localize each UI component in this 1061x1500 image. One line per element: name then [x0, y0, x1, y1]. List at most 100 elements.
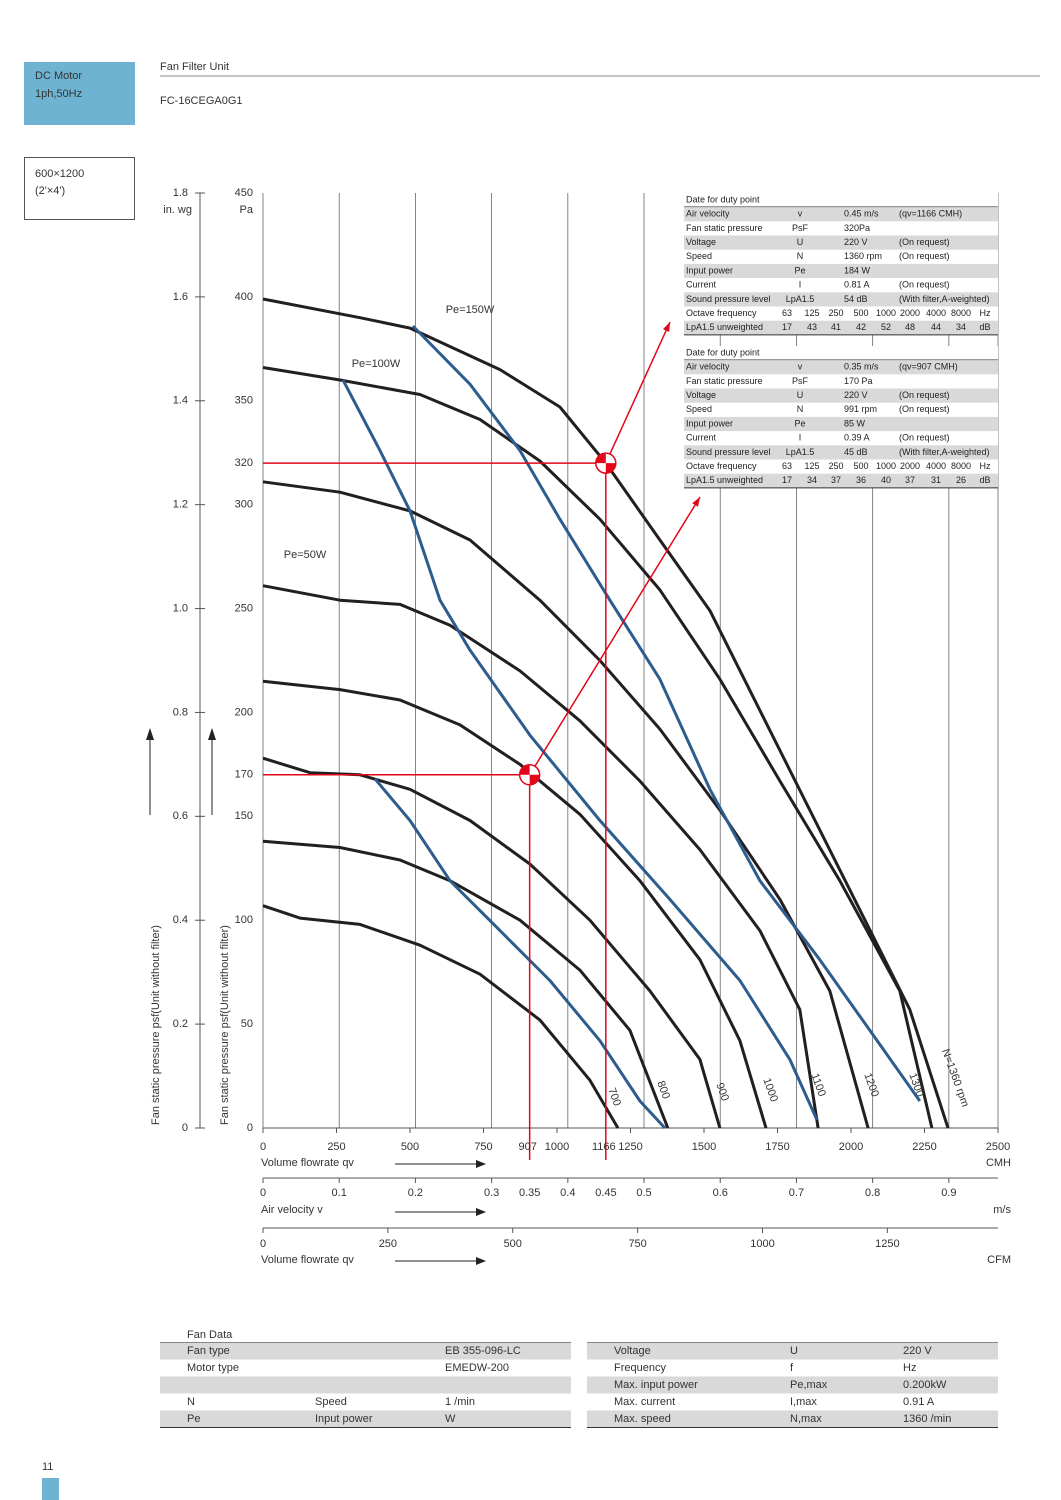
table-cell: 17	[782, 322, 792, 332]
table-cell: Sound pressure level	[686, 294, 771, 304]
table-cell: U	[797, 237, 804, 247]
table-cell: 1360 rpm	[844, 251, 882, 261]
table-cell: Current	[686, 280, 717, 290]
x-tick-label: 2250	[912, 1141, 936, 1153]
table-cell: Speed	[686, 251, 712, 261]
arrow-head	[692, 497, 700, 507]
curve-label: Pe=50W	[284, 549, 327, 561]
x2-tick-label: 0.4	[560, 1187, 575, 1199]
table-cell: (On request)	[899, 390, 950, 400]
x3-tick-label: 0	[260, 1238, 266, 1250]
curve-label: Pe=150W	[446, 304, 495, 316]
x3-tick-label: 500	[504, 1238, 522, 1250]
arrow-head	[476, 1257, 486, 1265]
table-cell: 250	[828, 308, 843, 318]
y-tick-label: 0	[247, 1122, 253, 1134]
arrow-head	[146, 728, 154, 740]
table-row-bg	[684, 207, 998, 222]
table-cell: 85 W	[844, 418, 866, 428]
table-cell: 31	[931, 475, 941, 485]
x-tick-label: 1250	[618, 1141, 642, 1153]
table-cell: 1000	[876, 461, 896, 471]
table-cell: 320Pa	[844, 223, 870, 233]
curve	[262, 904, 620, 1129]
duty-x-label: 907	[518, 1141, 536, 1153]
y-tick-label: 50	[241, 1018, 253, 1030]
duty-point-quarter	[595, 453, 606, 464]
duty-arrow	[529, 496, 701, 776]
duty-velocity-label: 0.45	[595, 1187, 616, 1199]
table-cell: Pe	[794, 265, 805, 275]
fan-data-cell: Fan type	[187, 1345, 230, 1357]
curve-label: 900	[713, 1081, 731, 1102]
curve	[411, 324, 922, 1102]
table-cell: LpA1.5	[786, 447, 815, 457]
fan-data-cell: f	[790, 1362, 794, 1374]
fan-data-cell: N,max	[790, 1413, 822, 1425]
y2-tick-label: 0.8	[173, 706, 188, 718]
table-cell: 45 dB	[844, 447, 868, 457]
curve-label: 800	[654, 1079, 672, 1100]
fan-data-cell: Speed	[315, 1396, 347, 1408]
y2-tick-label: 0.2	[173, 1018, 188, 1030]
table-cell: 37	[831, 475, 841, 485]
table-cell: 40	[881, 475, 891, 485]
table-cell: 184 W	[844, 265, 871, 275]
y2-tick-label: 1.6	[173, 291, 188, 303]
fan-data-cell: Pe,max	[790, 1379, 828, 1391]
table-row-bg	[684, 320, 998, 335]
x3-tick-label: 1250	[875, 1238, 899, 1250]
table-cell: 125	[804, 308, 819, 318]
table-cell: (On request)	[899, 237, 950, 247]
table-row-bg	[160, 1376, 571, 1394]
page-number: 11	[42, 1461, 53, 1473]
table-cell: v	[798, 209, 803, 219]
table-title: Date for duty point	[686, 194, 760, 204]
table-cell: Voltage	[686, 237, 716, 247]
x3-unit: CFM	[987, 1254, 1011, 1266]
x2-unit: m/s	[993, 1204, 1011, 1216]
table-cell: 0.45 m/s	[844, 209, 879, 219]
fan-data-cell: 0.200kW	[903, 1379, 947, 1391]
table-cell: 125	[804, 461, 819, 471]
table-cell: PsF	[792, 223, 809, 233]
table-cell: Air velocity	[686, 362, 730, 372]
table-row-bg	[684, 235, 998, 250]
duty-arrow	[605, 321, 671, 464]
fan-data-cell: Pe	[187, 1413, 200, 1425]
table-cell: 250	[828, 461, 843, 471]
table-cell: 220 V	[844, 237, 868, 247]
duty-y-label: 170	[235, 769, 253, 781]
table-cell: LpA1.5 unweighted	[686, 475, 763, 485]
table-cell: Octave frequency	[686, 308, 757, 318]
y-unit: Pa	[240, 204, 254, 216]
table-cell: 500	[853, 308, 868, 318]
table-cell: Fan static pressure	[686, 376, 763, 386]
table-cell: 43	[807, 322, 817, 332]
table-cell: 63	[782, 461, 792, 471]
table-cell: 54 dB	[844, 294, 868, 304]
table-row-bg	[684, 473, 998, 488]
x-unit: CMH	[986, 1157, 1011, 1169]
table-cell: 991 rpm	[844, 404, 877, 414]
table-cell: Input power	[686, 265, 733, 275]
x-tick-label: 1500	[692, 1141, 716, 1153]
table-cell: Voltage	[686, 390, 716, 400]
fan-data-cell: 1360 /min	[903, 1413, 951, 1425]
arrow-head	[476, 1160, 486, 1168]
table-cell: (qv=1166 CMH)	[899, 209, 962, 219]
x-tick-label: 500	[401, 1141, 419, 1153]
y-tick-label: 300	[235, 499, 253, 511]
y2-tick-label: 1.8	[173, 187, 188, 199]
curve	[262, 480, 870, 1129]
fan-data-cell: W	[445, 1413, 456, 1425]
table-cell: 0.39 A	[844, 433, 870, 443]
x-tick-label: 2000	[839, 1141, 863, 1153]
table-row-bg	[587, 1410, 998, 1428]
table-cell: Sound pressure level	[686, 447, 771, 457]
badge-line: 1ph,50Hz	[35, 88, 82, 100]
table-cell: I	[799, 280, 802, 290]
fan-data-title: Fan Data	[187, 1329, 233, 1341]
fan-data-cell: Frequency	[614, 1362, 666, 1374]
